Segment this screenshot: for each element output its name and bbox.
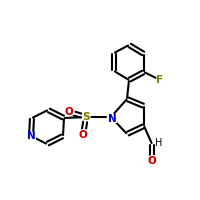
Text: F: F	[155, 73, 165, 86]
Text: F: F	[156, 73, 164, 86]
Text: O: O	[79, 130, 87, 140]
Text: O: O	[63, 106, 75, 118]
Text: N: N	[27, 131, 35, 141]
Text: O: O	[79, 130, 87, 140]
Text: N: N	[108, 114, 117, 124]
Text: S: S	[82, 110, 90, 123]
Text: N: N	[107, 113, 118, 126]
Text: S: S	[82, 112, 90, 122]
Text: F: F	[156, 75, 164, 85]
Text: N: N	[108, 113, 118, 126]
Text: O: O	[147, 154, 157, 168]
Text: O: O	[64, 106, 74, 118]
Text: N: N	[27, 131, 35, 141]
Text: F: F	[156, 75, 164, 85]
Text: O: O	[77, 129, 89, 142]
Text: O: O	[148, 156, 156, 166]
Text: N: N	[108, 114, 117, 124]
Text: N: N	[25, 130, 37, 142]
Text: S: S	[82, 112, 90, 122]
Text: N: N	[26, 130, 36, 142]
Text: O: O	[65, 107, 73, 117]
Text: O: O	[78, 129, 88, 142]
Text: O: O	[146, 154, 158, 168]
Text: S: S	[81, 110, 91, 123]
Text: O: O	[148, 156, 156, 166]
Text: O: O	[65, 107, 73, 117]
Text: H: H	[155, 138, 162, 148]
